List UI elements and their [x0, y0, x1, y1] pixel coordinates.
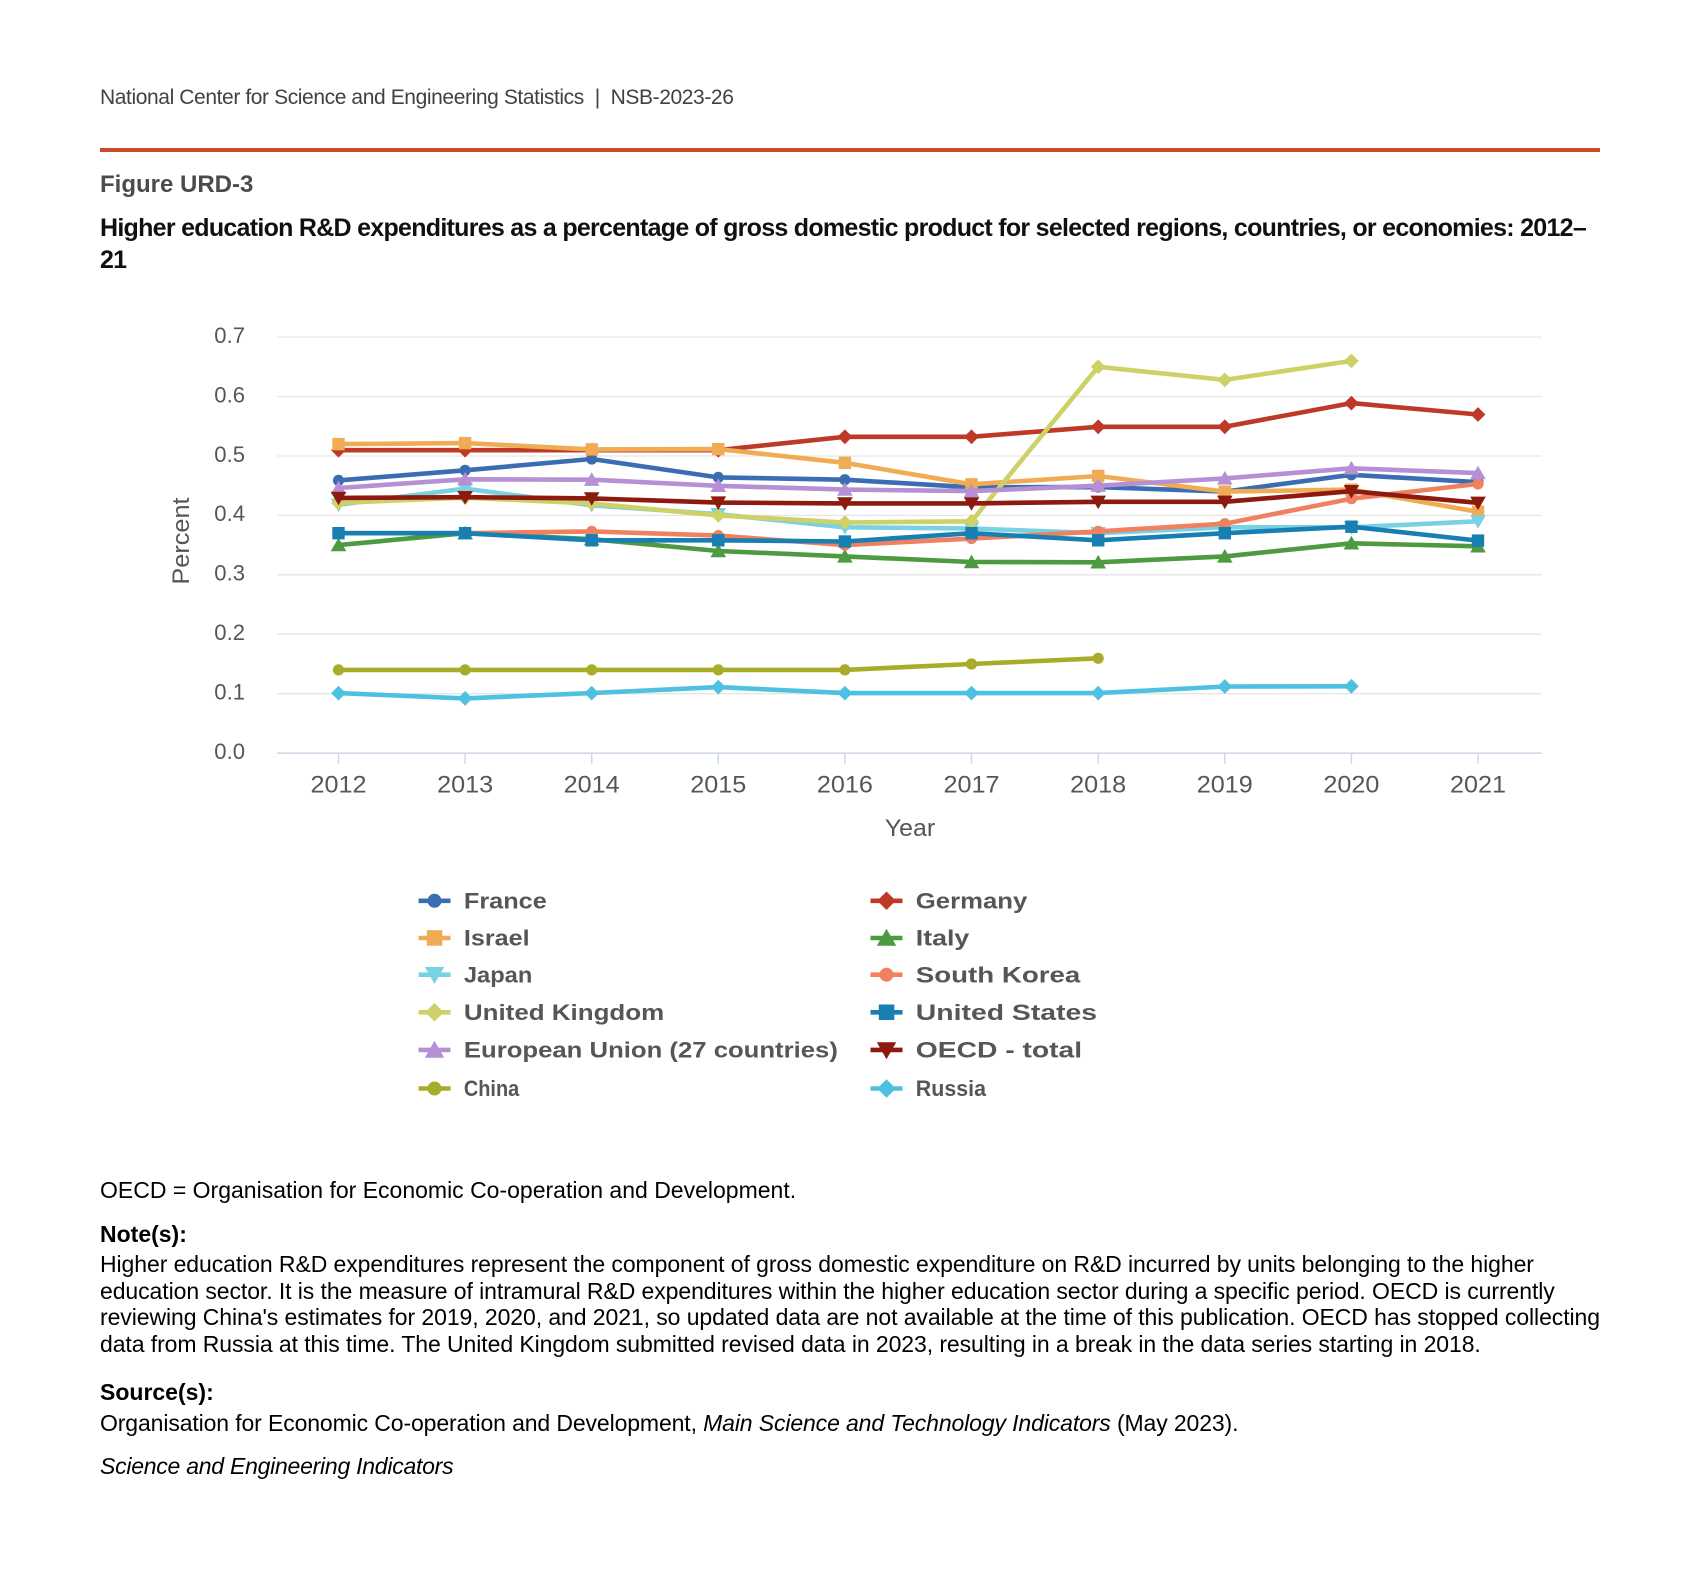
svg-text:Italy: Italy — [916, 926, 970, 951]
svg-text:United States: United States — [916, 1000, 1097, 1025]
svg-text:2014: 2014 — [564, 771, 620, 798]
svg-text:2021: 2021 — [1450, 771, 1506, 798]
svg-text:Japan: Japan — [464, 962, 532, 987]
svg-text:2013: 2013 — [437, 771, 493, 798]
svg-text:OECD - total: OECD - total — [916, 1038, 1082, 1063]
svg-text:Year: Year — [885, 815, 935, 842]
svg-text:0.0: 0.0 — [214, 739, 245, 764]
svg-text:France: France — [464, 888, 547, 913]
svg-text:0.7: 0.7 — [214, 323, 245, 348]
svg-text:Russia: Russia — [916, 1076, 987, 1101]
svg-text:South Korea: South Korea — [916, 962, 1081, 987]
svg-text:0.1: 0.1 — [214, 680, 245, 705]
svg-text:0.2: 0.2 — [214, 620, 245, 645]
svg-text:European Union (27 countries): European Union (27 countries) — [464, 1038, 838, 1063]
svg-text:2015: 2015 — [690, 771, 746, 798]
svg-text:2016: 2016 — [817, 771, 873, 798]
svg-text:2012: 2012 — [311, 771, 367, 798]
svg-text:2020: 2020 — [1323, 771, 1379, 798]
svg-text:Germany: Germany — [916, 888, 1028, 913]
svg-text:0.3: 0.3 — [214, 561, 245, 586]
svg-text:Israel: Israel — [464, 926, 530, 951]
svg-text:0.5: 0.5 — [214, 442, 245, 467]
svg-text:Percent: Percent — [168, 497, 195, 585]
svg-text:2017: 2017 — [944, 771, 1000, 798]
svg-text:0.4: 0.4 — [214, 501, 245, 526]
svg-text:China: China — [464, 1076, 520, 1101]
svg-text:0.6: 0.6 — [214, 382, 245, 407]
svg-text:2019: 2019 — [1197, 771, 1253, 798]
svg-text:2018: 2018 — [1070, 771, 1126, 798]
svg-text:United Kingdom: United Kingdom — [464, 1000, 664, 1025]
